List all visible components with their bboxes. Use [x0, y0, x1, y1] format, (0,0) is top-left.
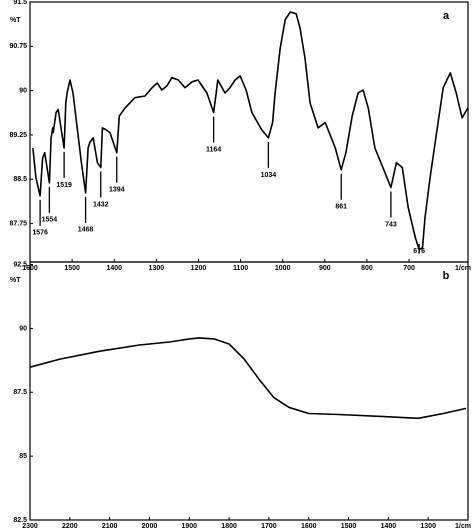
peak-label: 1034	[261, 172, 277, 179]
peak-label: 1519	[56, 182, 72, 189]
peak-label: 1164	[206, 146, 221, 153]
plot-frame	[29, 261, 469, 521]
x-tick-label: 1700	[261, 523, 277, 530]
y-tick-label: 89.25	[9, 132, 27, 139]
x-tick-label: 1300	[420, 523, 436, 530]
x-tick-label: 1600	[301, 523, 317, 530]
y-axis-label: %T	[10, 17, 21, 24]
peak-label: 743	[385, 221, 397, 228]
x-tick-label: 1100	[233, 265, 248, 272]
x-tick-label: 1500	[341, 523, 357, 530]
panel-label: a	[443, 10, 450, 22]
y-tick-label: 90	[19, 325, 27, 332]
y-tick-label: 91.5	[13, 0, 27, 6]
peak-label: 1468	[78, 227, 94, 234]
x-tick-label: 2200	[62, 523, 78, 530]
x-tick-label: 1400	[106, 265, 122, 272]
x-tick-label: 2300	[22, 523, 38, 530]
x-tick-label: 1800	[221, 523, 237, 530]
x-tick-label: 2100	[102, 523, 118, 530]
peak-label: 1394	[109, 187, 125, 194]
peak-label: 1576	[32, 230, 48, 237]
plot-frame	[29, 1, 469, 263]
x-tick-label: 700	[403, 265, 415, 272]
y-tick-label: 87.5	[13, 389, 27, 396]
y-axis-label: %T	[10, 277, 21, 284]
peak-label: 861	[335, 204, 347, 211]
y-tick-label: 85	[19, 453, 27, 460]
spectrum-line	[32, 11, 469, 251]
y-tick-label: 87.75	[9, 220, 27, 227]
y-tick-label: 88.5	[13, 176, 27, 183]
peak-label: 1432	[93, 201, 109, 208]
x-tick-label: 1200	[191, 265, 207, 272]
x-tick-label: 1300	[149, 265, 165, 272]
x-tick-label: 1000	[275, 265, 291, 272]
spectrum-line	[29, 337, 467, 420]
x-axis-label: 1/cm	[455, 265, 471, 272]
panel-label: b	[443, 270, 450, 282]
x-tick-label: 1400	[381, 523, 397, 530]
x-tick-label: 800	[361, 265, 373, 272]
x-tick-label: 1500	[64, 265, 80, 272]
y-tick-label: 90.75	[9, 43, 27, 50]
peak-label: 676	[413, 248, 425, 255]
y-tick-label: 90	[19, 87, 27, 94]
y-tick-label: 92.5	[13, 261, 27, 268]
x-tick-label: 1900	[181, 523, 197, 530]
x-axis-label: 1/cm	[455, 523, 471, 530]
x-tick-label: 2000	[142, 523, 158, 530]
y-tick-label: 82.5	[13, 517, 27, 524]
peak-label: 1554	[42, 217, 58, 224]
x-tick-label: 900	[319, 265, 331, 272]
